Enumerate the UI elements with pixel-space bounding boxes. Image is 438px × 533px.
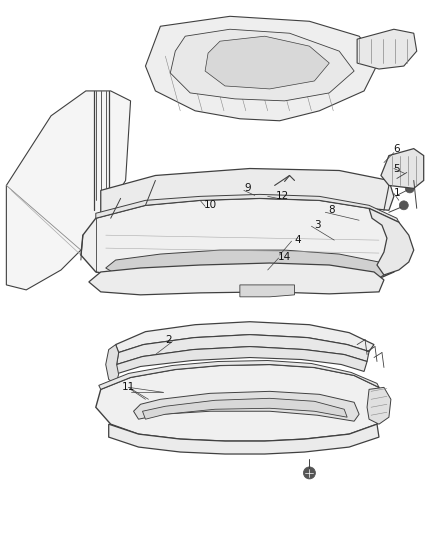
Text: 4: 4 — [294, 235, 301, 245]
Polygon shape — [240, 285, 294, 297]
Polygon shape — [89, 263, 384, 295]
Circle shape — [129, 191, 132, 194]
Circle shape — [219, 191, 222, 194]
Polygon shape — [115, 346, 367, 375]
Text: 6: 6 — [394, 143, 400, 154]
Circle shape — [129, 351, 138, 360]
Polygon shape — [106, 345, 119, 384]
Polygon shape — [117, 335, 369, 365]
Circle shape — [308, 191, 311, 194]
Polygon shape — [101, 168, 394, 218]
Polygon shape — [116, 322, 374, 352]
Circle shape — [174, 191, 177, 194]
Text: 8: 8 — [328, 205, 335, 215]
Circle shape — [263, 191, 266, 194]
Polygon shape — [106, 250, 389, 278]
Polygon shape — [170, 29, 354, 101]
Text: 2: 2 — [165, 335, 172, 345]
Polygon shape — [369, 208, 414, 275]
Polygon shape — [134, 391, 359, 421]
Polygon shape — [142, 398, 347, 419]
Circle shape — [160, 387, 170, 397]
Polygon shape — [357, 29, 417, 69]
Circle shape — [405, 184, 414, 193]
Circle shape — [407, 168, 411, 173]
Text: 14: 14 — [278, 252, 291, 262]
Polygon shape — [96, 365, 384, 441]
Circle shape — [357, 214, 365, 222]
Polygon shape — [367, 387, 391, 424]
Text: 9: 9 — [244, 183, 251, 193]
Polygon shape — [381, 149, 424, 188]
Text: 11: 11 — [122, 382, 135, 392]
Text: 1: 1 — [394, 188, 400, 198]
Circle shape — [399, 201, 408, 210]
Polygon shape — [205, 36, 329, 89]
Circle shape — [353, 191, 356, 194]
Polygon shape — [99, 360, 379, 389]
Text: 12: 12 — [276, 191, 289, 201]
Polygon shape — [7, 91, 131, 290]
Text: 10: 10 — [204, 200, 217, 211]
Polygon shape — [81, 198, 404, 285]
Polygon shape — [96, 195, 399, 222]
Polygon shape — [109, 424, 379, 454]
Polygon shape — [145, 17, 379, 121]
Text: 5: 5 — [394, 164, 400, 174]
Circle shape — [304, 467, 315, 479]
Text: 3: 3 — [314, 220, 321, 230]
Circle shape — [141, 392, 155, 406]
